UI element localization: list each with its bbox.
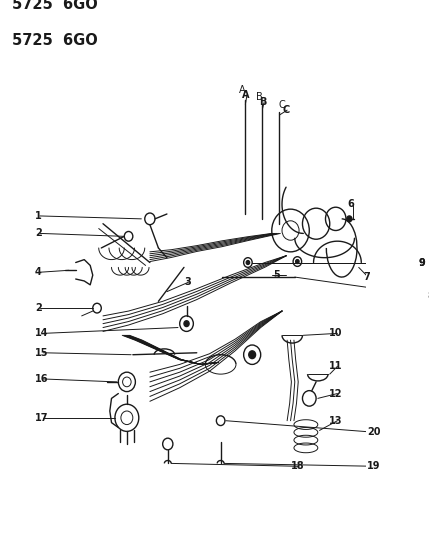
Text: 16: 16 [35, 374, 48, 384]
Text: C: C [279, 100, 285, 110]
Text: 12: 12 [329, 389, 342, 399]
Text: 5: 5 [273, 270, 280, 280]
Text: 20: 20 [367, 427, 381, 438]
Text: 2: 2 [35, 303, 42, 313]
Text: 5725  6GO: 5725 6GO [12, 33, 97, 47]
Text: 1: 1 [35, 211, 42, 221]
Text: 3: 3 [184, 277, 191, 287]
Circle shape [347, 216, 352, 222]
Circle shape [246, 261, 250, 264]
Text: 5725  6GO: 5725 6GO [12, 0, 97, 12]
Text: 7: 7 [363, 272, 370, 282]
Text: C: C [282, 105, 289, 115]
Text: 4: 4 [35, 267, 42, 277]
Text: 15: 15 [35, 348, 48, 358]
Text: 6: 6 [347, 199, 354, 209]
Text: 13: 13 [329, 416, 342, 426]
Text: 17: 17 [35, 413, 48, 423]
Text: B: B [259, 98, 266, 107]
Circle shape [296, 260, 299, 263]
Text: 2: 2 [35, 229, 42, 238]
Text: 19: 19 [367, 462, 381, 471]
Text: B: B [256, 92, 263, 102]
Text: 8: 8 [427, 292, 429, 302]
Text: A: A [242, 90, 249, 100]
Text: 18: 18 [290, 462, 304, 471]
Text: 9: 9 [418, 257, 425, 268]
Circle shape [249, 351, 256, 359]
Circle shape [184, 321, 189, 327]
Text: 10: 10 [329, 328, 342, 338]
Text: 14: 14 [35, 328, 48, 338]
Text: 11: 11 [329, 361, 342, 372]
Text: 9: 9 [418, 257, 425, 268]
Text: A: A [239, 85, 245, 95]
